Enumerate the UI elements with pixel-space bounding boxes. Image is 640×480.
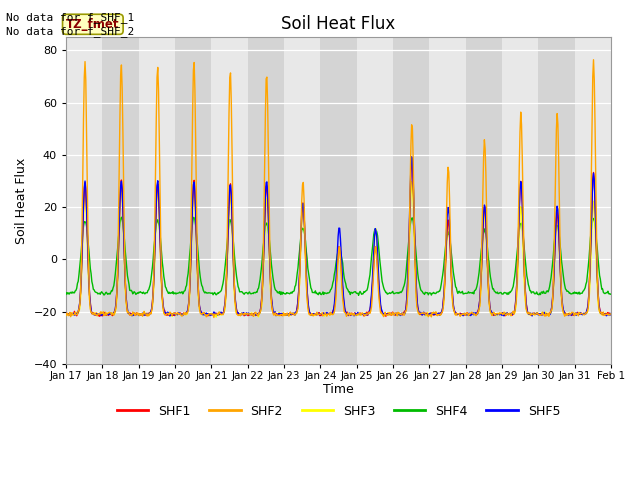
SHF3 (607, 311, 615, 316)
SHF1 (184, 306, 192, 312)
SHF1 (129, 312, 136, 317)
Bar (356, 37, 393, 364)
SHF5 (406, 220, 413, 226)
SHF1 (213, 311, 221, 316)
Y-axis label: Soil Heat Flux: Soil Heat Flux (15, 157, 28, 244)
SHF4 (184, 271, 192, 276)
Legend: SHF1, SHF2, SHF3, SHF4, SHF5: SHF1, SHF2, SHF3, SHF4, SHF5 (112, 400, 565, 423)
Text: TZ_fmet: TZ_fmet (66, 18, 120, 31)
SHF1 (422, 310, 430, 316)
SHF3 (212, 314, 220, 320)
SHF1 (72, 311, 80, 317)
SHF1 (406, 225, 413, 231)
SHF1 (408, 158, 415, 164)
SHF4 (213, 291, 221, 297)
Line: SHF1: SHF1 (66, 161, 611, 316)
SHF4 (118, 215, 125, 220)
Line: SHF4: SHF4 (66, 217, 611, 295)
SHF5 (213, 312, 221, 317)
SHF5 (184, 305, 192, 311)
Line: SHF2: SHF2 (66, 60, 611, 317)
Bar (393, 37, 429, 364)
Bar (66, 37, 102, 364)
Bar (175, 37, 211, 364)
SHF5 (128, 313, 136, 319)
SHF2 (128, 312, 136, 318)
SHF5 (607, 312, 615, 318)
SHF2 (213, 312, 221, 317)
Bar (502, 37, 538, 364)
Bar (139, 37, 175, 364)
SHF5 (422, 312, 430, 317)
SHF4 (422, 290, 430, 296)
Text: No data for f_SHF_2: No data for f_SHF_2 (6, 26, 134, 37)
Bar (321, 37, 356, 364)
SHF3 (422, 313, 430, 319)
SHF1 (95, 313, 103, 319)
Bar (211, 37, 248, 364)
SHF2 (421, 311, 429, 317)
SHF3 (408, 179, 415, 184)
Line: SHF5: SHF5 (66, 157, 611, 316)
SHF4 (129, 291, 136, 297)
SHF3 (128, 313, 136, 319)
SHF3 (62, 312, 70, 318)
SHF3 (213, 312, 221, 318)
SHF5 (72, 312, 80, 318)
Bar (466, 37, 502, 364)
SHF2 (62, 312, 70, 318)
SHF2 (607, 311, 615, 317)
Bar (575, 37, 611, 364)
SHF2 (589, 57, 597, 62)
Bar (284, 37, 321, 364)
Bar (102, 37, 139, 364)
SHF1 (607, 312, 615, 318)
SHF3 (72, 312, 80, 317)
SHF2 (210, 314, 218, 320)
SHF4 (355, 292, 362, 298)
SHF4 (72, 288, 80, 293)
SHF5 (408, 154, 415, 160)
X-axis label: Time: Time (323, 384, 354, 396)
SHF5 (166, 313, 173, 319)
Title: Soil Heat Flux: Soil Heat Flux (282, 15, 396, 33)
SHF2 (406, 226, 413, 232)
SHF3 (184, 311, 191, 316)
SHF4 (62, 291, 70, 297)
SHF4 (607, 291, 615, 297)
SHF2 (72, 312, 80, 318)
SHF3 (406, 243, 413, 249)
Bar (538, 37, 575, 364)
Text: No data for f_SHF_1: No data for f_SHF_1 (6, 12, 134, 23)
Bar (248, 37, 284, 364)
SHF2 (184, 310, 191, 316)
SHF4 (406, 223, 414, 228)
SHF1 (62, 311, 70, 316)
Bar (429, 37, 466, 364)
Line: SHF3: SHF3 (66, 181, 611, 317)
SHF5 (62, 311, 70, 316)
